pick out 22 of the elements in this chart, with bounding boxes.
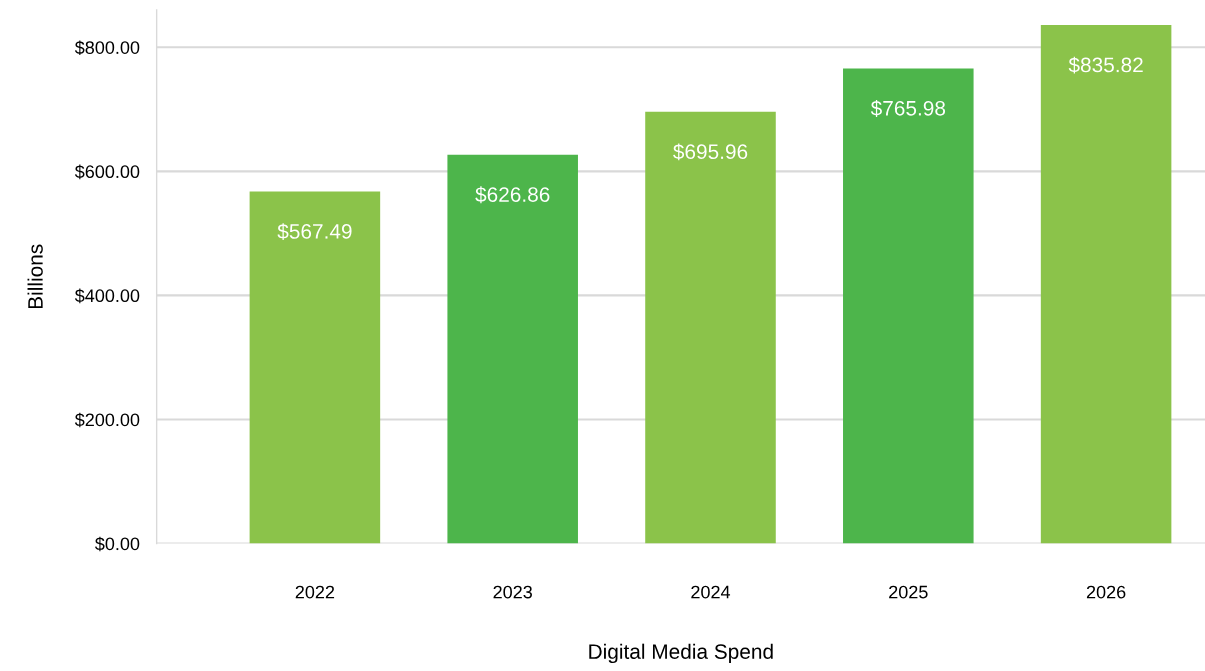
y-tick-label: $600.00 [74,164,140,180]
data-label: $835.82 [1068,56,1143,74]
y-tick-label: $800.00 [74,40,140,56]
x-axis-title: Digital Media Spend [589,643,773,664]
bar [843,68,974,544]
x-tick-label: 2024 [691,585,731,599]
x-tick-label: 2025 [889,585,928,599]
data-label: $567.49 [277,223,352,240]
data-label: $626.86 [475,186,550,204]
y-tick-label: $400.00 [74,288,140,304]
data-label: $695.96 [673,143,748,161]
y-tick-label: $0.00 [95,536,140,552]
bar [645,111,776,544]
y-axis-title: Billions [27,244,43,309]
bar [1040,25,1172,544]
x-tick-label: 2026 [1086,585,1126,599]
bar [447,154,578,544]
x-tick-label: 2022 [295,585,335,599]
x-tick-label: 2023 [493,585,532,599]
y-tick-label: $200.00 [74,412,140,428]
bar [249,191,381,544]
data-label: $765.98 [870,100,946,117]
